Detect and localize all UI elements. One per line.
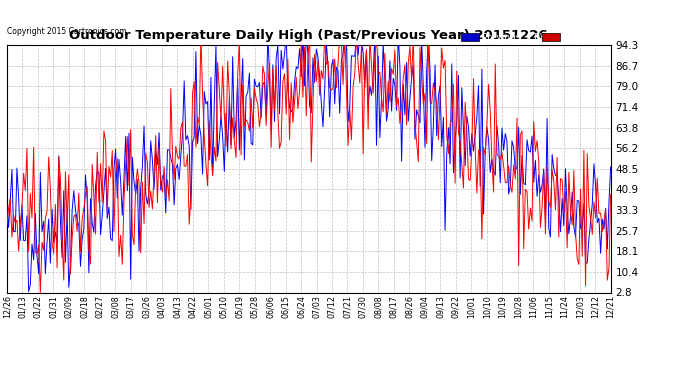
Legend: Previous  (°F), Past  (°F): Previous (°F), Past (°F): [460, 31, 606, 44]
Title: Outdoor Temperature Daily High (Past/Previous Year) 20151226: Outdoor Temperature Daily High (Past/Pre…: [70, 30, 548, 42]
Text: Copyright 2015 Cartronics.com: Copyright 2015 Cartronics.com: [7, 27, 126, 36]
